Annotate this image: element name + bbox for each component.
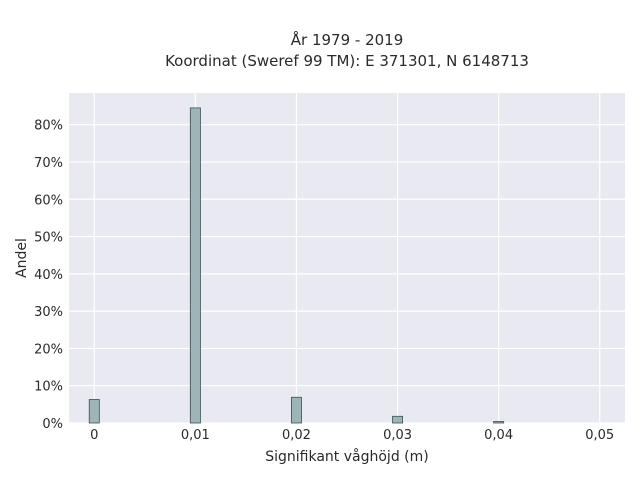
x-tick-label: 0,04 (484, 428, 513, 443)
x-tick-label: 0,05 (585, 428, 614, 443)
y-tick-label: 30% (34, 305, 63, 320)
y-tick-label: 80% (34, 119, 63, 134)
bars (88, 107, 505, 424)
y-tick-label: 40% (34, 268, 63, 283)
x-tick-label: 0,01 (181, 428, 210, 443)
y-tick-label: 0% (42, 417, 63, 432)
x-tick-label: 0 (90, 428, 98, 443)
y-tick-label: 10% (34, 380, 63, 395)
histogram-bar (189, 107, 201, 424)
histogram-bar (392, 415, 403, 424)
x-axis-label: Signifikant våghöjd (m) (265, 448, 428, 465)
x-tick-label: 0,03 (383, 428, 412, 443)
y-tick-labels: 0% 10% 20% 30% 40% 50% 60% 70% 80% (34, 119, 63, 432)
y-axis-label: Andel (14, 238, 30, 278)
chart-title-line-1: År 1979 - 2019 (291, 30, 404, 49)
y-tick-label: 70% (34, 156, 63, 171)
chart-title-line-2: Koordinat (Sweref 99 TM): E 371301, N 61… (165, 52, 529, 70)
histogram-bar (290, 396, 302, 424)
x-tick-label: 0,02 (282, 428, 311, 443)
histogram-bar (493, 421, 505, 424)
y-tick-label: 60% (34, 193, 63, 208)
y-tick-label: 20% (34, 342, 63, 357)
gridlines (69, 93, 625, 424)
x-tick-labels: 0 0,01 0,02 0,03 0,04 0,05 (90, 428, 614, 443)
y-tick-label: 50% (34, 231, 63, 246)
histogram-bar (88, 399, 100, 424)
plot-area (69, 93, 625, 423)
